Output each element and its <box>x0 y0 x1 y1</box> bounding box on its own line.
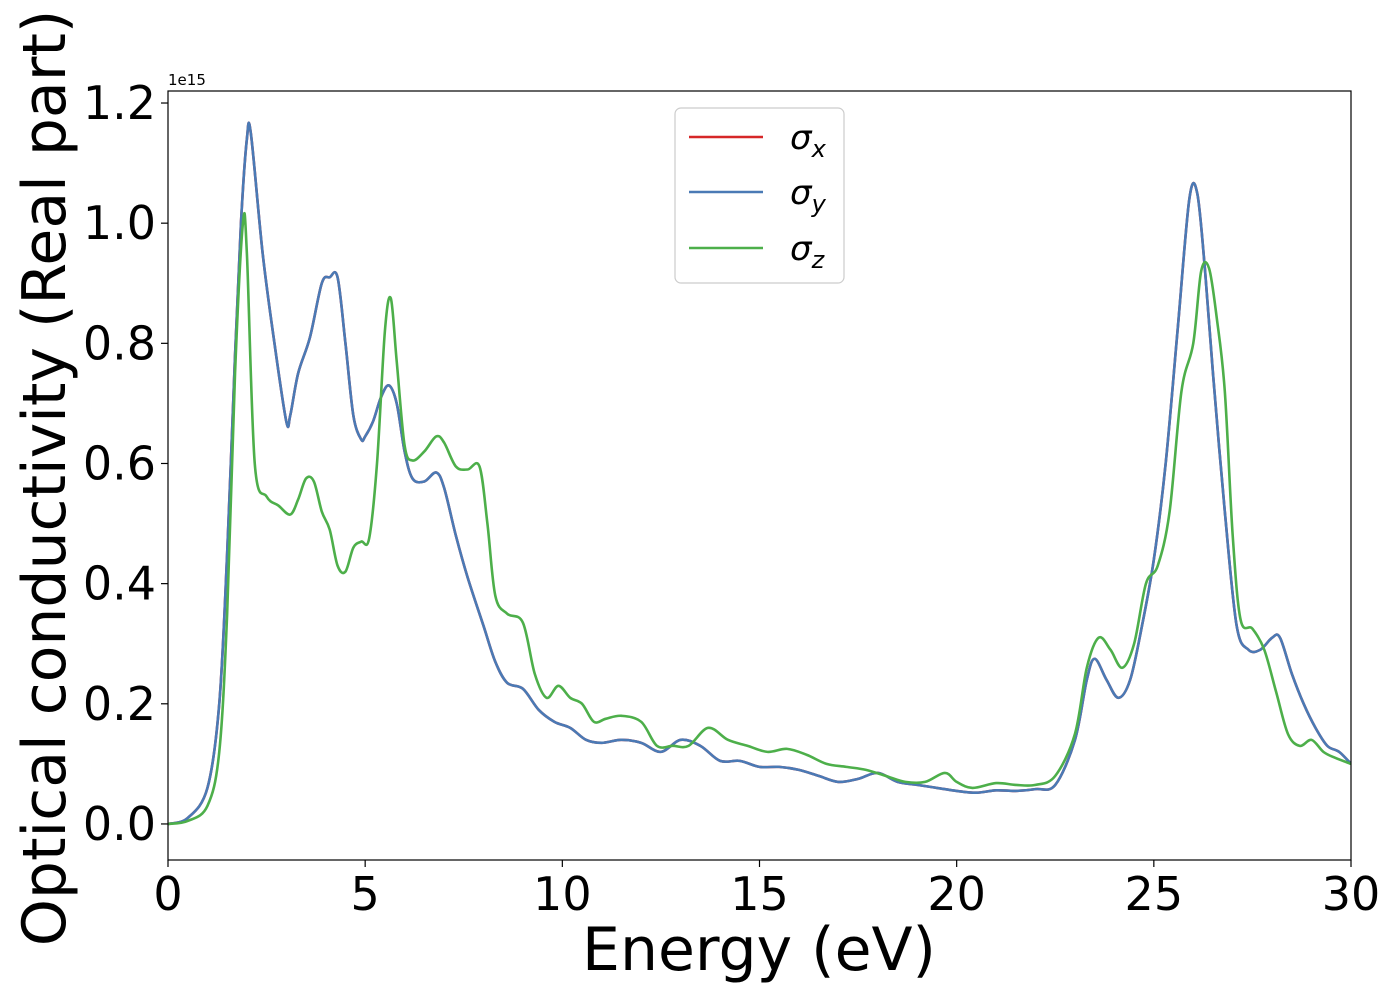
x-axis-title: Energy (eV) <box>582 915 936 985</box>
y-axis-title: Optical conductivity (Real part) <box>10 10 80 947</box>
series-line-y <box>168 121 1351 826</box>
x-tick-label: 10 <box>533 867 592 921</box>
x-tick-label: 0 <box>153 867 182 921</box>
x-tick-label: 5 <box>351 867 380 921</box>
y-tick-label: 0.0 <box>83 797 156 851</box>
legend-frame <box>674 107 845 284</box>
y-tick-label: 1.2 <box>83 76 156 130</box>
y-tick-label: 0.4 <box>83 557 156 611</box>
legend: σx σy σz <box>674 107 845 284</box>
x-tick-label: 15 <box>730 867 789 921</box>
legend-label-x: σx <box>790 118 827 163</box>
y-axis-ticks: 0.0 0.2 0.4 0.6 0.8 1.0 1.2 <box>83 76 168 851</box>
x-axis-ticks: 0 5 10 15 20 25 30 <box>153 860 1380 921</box>
y-tick-label: 0.8 <box>83 316 156 370</box>
y-tick-label: 0.6 <box>83 436 156 490</box>
legend-label-z: σz <box>790 229 826 274</box>
y-tick-label: 1.0 <box>83 196 156 250</box>
x-tick-label: 30 <box>1322 867 1381 921</box>
legend-label-y: σy <box>790 173 827 218</box>
y-tick-label: 0.2 <box>83 677 156 731</box>
y-offset-label: 1e15 <box>168 71 206 89</box>
x-tick-label: 25 <box>1125 867 1184 921</box>
x-tick-label: 20 <box>927 867 986 921</box>
series-layer <box>168 121 1351 826</box>
series-line-z <box>168 211 1351 826</box>
